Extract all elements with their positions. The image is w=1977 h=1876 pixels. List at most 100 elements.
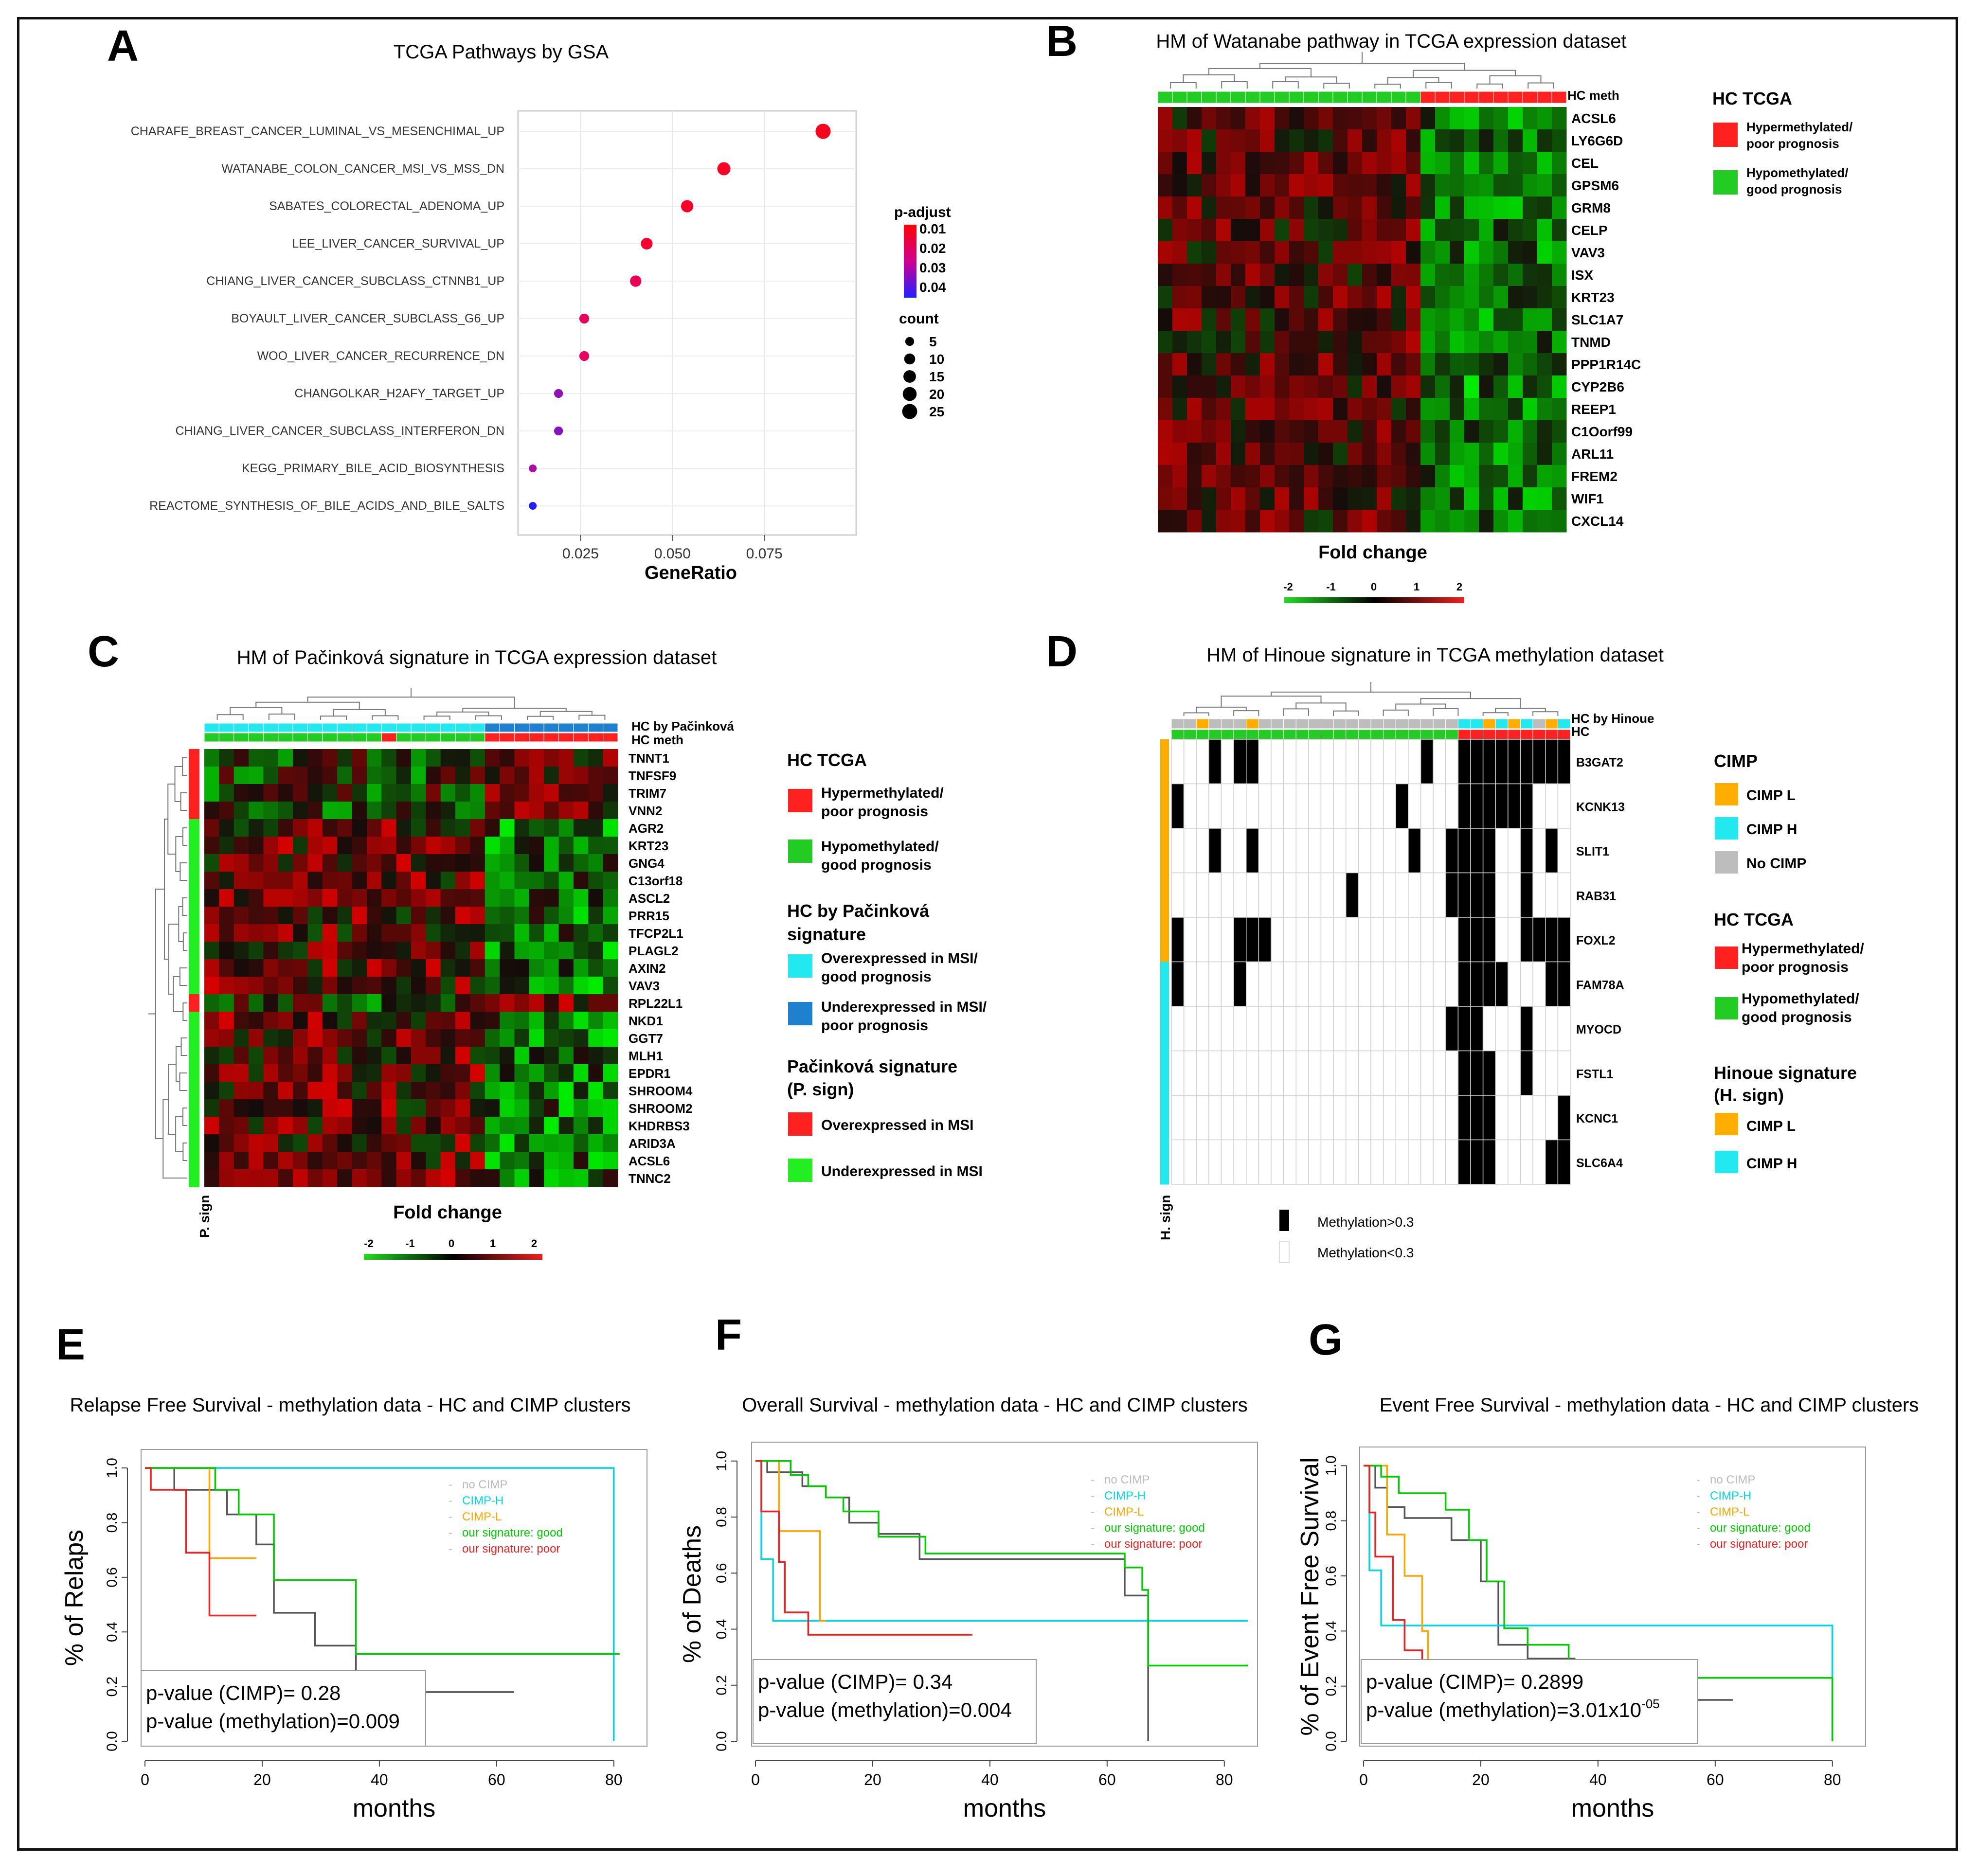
panel-b-heat-cell [1187, 197, 1202, 219]
panel-b-gene-label: ACSL6 [1571, 111, 1616, 126]
panel-b-heat-cell [1450, 465, 1465, 488]
panel-c-heat-cell [381, 942, 397, 960]
panel-c-heat-cell [337, 872, 353, 890]
panel-b-heat-cell [1362, 286, 1377, 309]
panel-c-heat-cell [337, 977, 353, 995]
panel-b-heat-cell [1493, 465, 1509, 488]
panel-c-heat-cell [307, 784, 323, 802]
panel-b-heat-cell [1508, 107, 1523, 130]
panel-b-heat-cell [1508, 398, 1523, 421]
panel-d-heat-cell [1508, 917, 1521, 963]
panel-b-heat-cell [1158, 420, 1173, 443]
panel-b-scale-label: 1 [1414, 581, 1420, 593]
km-legend-dash: - [1091, 1473, 1095, 1486]
panel-d-heat-cell [1271, 783, 1284, 829]
panel-b-heat-cell [1172, 219, 1187, 242]
panel-b-heat-cell [1216, 286, 1231, 309]
panel-letter-g: G [1309, 1316, 1343, 1364]
panel-c-heat-cell [322, 924, 338, 942]
km-legend-dash: - [449, 1494, 452, 1507]
panel-b-heat-cell [1537, 375, 1552, 398]
panel-b-heat-cell [1479, 264, 1494, 286]
km-legend-label: CIMP-L [462, 1510, 502, 1523]
panel-d-heat-cell [1208, 1095, 1222, 1141]
panel-c-heat-cell [440, 1169, 456, 1187]
panel-d-heat-cell [1295, 1006, 1309, 1052]
panel-c-heat-cell [234, 1117, 249, 1135]
panel-d-heat-cell [1370, 739, 1384, 785]
panel-d-cimp-cell [1457, 718, 1471, 729]
panel-d-heat-cell [1532, 783, 1546, 829]
panel-d-hsign-cell [1160, 1140, 1169, 1185]
panel-b-heat-cell [1450, 487, 1465, 510]
panel-c-heat-cell [544, 784, 559, 802]
panel-c-heat-cell [426, 802, 441, 820]
panel-c-heat-cell [500, 1099, 515, 1117]
panel-b-heat-cell [1552, 375, 1567, 398]
panel-c-heat-cell [352, 784, 367, 802]
panel-b-heat-cell [1231, 487, 1246, 510]
panel-b-heat-cell [1158, 375, 1173, 398]
panel-b-heat-cell [1377, 107, 1392, 130]
panel-c-hc-pac-cell [381, 723, 397, 733]
panel-c-heat-cell [588, 889, 604, 907]
panel-d-cimp-cell [1208, 718, 1222, 729]
panel-c-heat-cell [558, 854, 574, 872]
panel-d-heat-cell [1333, 739, 1347, 785]
panel-c-hc-meth-cell [485, 733, 500, 742]
panel-c-heat-cell [411, 959, 426, 977]
panel-d-heat-cell [1545, 1095, 1559, 1141]
panel-c-heat-cell [603, 749, 618, 767]
panel-c-heat-cell [455, 889, 470, 907]
panel-b-dendrogram [1374, 84, 1401, 89]
panel-c-heat-cell [381, 802, 397, 820]
panel-c-heat-cell [558, 749, 574, 767]
panel-c-heat-cell [426, 889, 441, 907]
panel-b-heat-cell [1318, 152, 1333, 175]
panel-b-heat-cell [1318, 443, 1333, 465]
km-legend-dash: - [1091, 1537, 1095, 1551]
panel-d-heat-cell [1420, 1139, 1434, 1185]
panel-c-heat-cell [293, 1064, 308, 1082]
panel-b-heat-cell [1231, 375, 1246, 398]
panel-c-heat-cell [470, 994, 485, 1012]
panel-e-x-tick-label: 20 [253, 1771, 271, 1788]
panel-c-heat-cell [322, 959, 338, 977]
panel-b-heat-cell [1187, 510, 1202, 533]
panel-c-heat-cell [278, 1099, 293, 1117]
panel-b-heat-cell [1158, 219, 1173, 242]
panel-b-heat-cell [1450, 308, 1465, 331]
panel-b-heat-cell [1420, 375, 1436, 398]
panel-d-heat-cell [1208, 1139, 1222, 1185]
panel-a-term-label: WOO_LIVER_CANCER_RECURRENCE_DN [257, 349, 504, 363]
panel-d-heat-cell [1520, 1095, 1533, 1141]
panel-b-heat-cell [1260, 398, 1275, 421]
panel-d-legend-hypo-1: Hypomethylated/ [1742, 991, 1859, 1007]
panel-c-heat-cell [204, 959, 219, 977]
panel-c-dendrogram-side [182, 897, 187, 916]
panel-b-heat-cell [1187, 398, 1202, 421]
panel-c-heat-cell [352, 977, 367, 995]
panel-c-heat-cell [219, 994, 234, 1012]
panel-d-cimp-cell [1221, 718, 1234, 729]
panel-b-heat-cell [1377, 375, 1392, 398]
panel-c-heat-cell [219, 924, 234, 942]
panel-b-heat-cell [1508, 264, 1523, 286]
panel-b-heat-cell [1289, 308, 1304, 331]
panel-c-heat-cell [485, 749, 500, 767]
panel-c-heat-cell [485, 1134, 500, 1152]
panel-d-heat-cell [1470, 783, 1484, 829]
panel-c-heat-cell [588, 1152, 604, 1170]
panel-c-heat-cell [219, 1117, 234, 1135]
panel-b-heat-cell [1231, 174, 1246, 197]
panel-c-heat-cell [366, 872, 382, 890]
panel-c-heat-cell [204, 1117, 219, 1135]
panel-c-heat-cell [426, 749, 441, 767]
panel-c-heat-cell [337, 767, 353, 785]
panel-c-hc-meth-cell [514, 733, 530, 742]
panel-c-heat-cell [337, 749, 353, 767]
panel-b-heat-cell [1158, 398, 1173, 421]
panel-d-heat-cell [1283, 961, 1296, 1007]
panel-d-heat-cell [1333, 872, 1347, 918]
panel-d-cimp-cell [1333, 718, 1347, 729]
